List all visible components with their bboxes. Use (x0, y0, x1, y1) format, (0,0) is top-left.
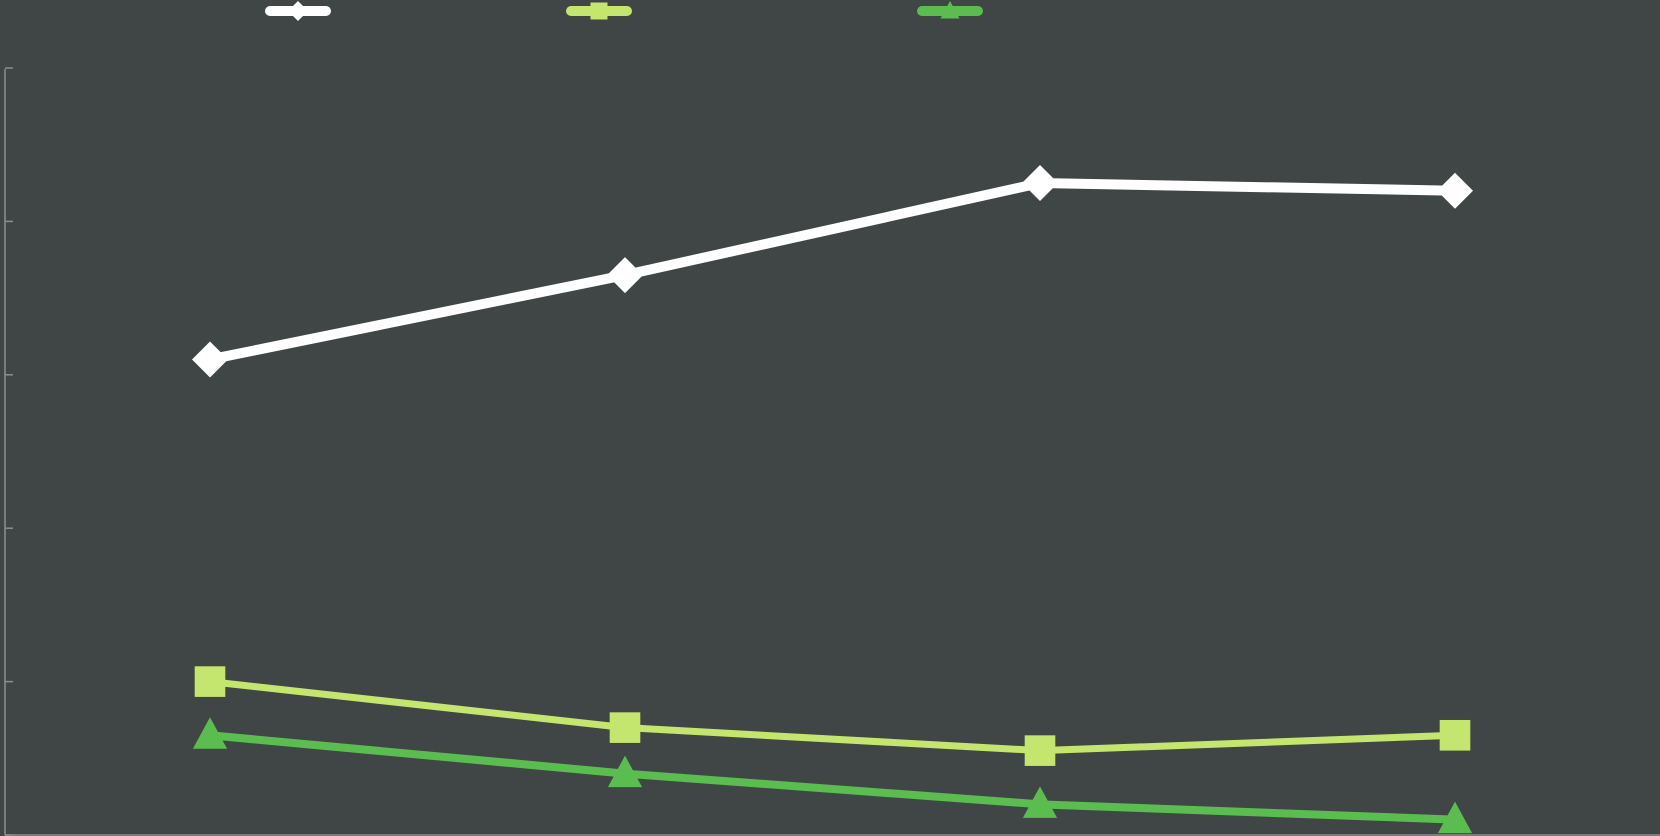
series-2-point-3 (1437, 801, 1473, 834)
series-1-point-0 (194, 666, 226, 697)
series-1-point-1 (609, 712, 641, 743)
series-0-point-3 (1437, 172, 1473, 209)
series-0-point-2 (1022, 165, 1058, 202)
series-0-line (205, 178, 1460, 365)
axes (4, 67, 1660, 836)
legend (265, 1, 983, 21)
series-1 (194, 666, 1471, 766)
series-2-point-0 (192, 717, 228, 749)
series-1-point-3 (1439, 719, 1471, 751)
legend-item-2 (917, 1, 983, 19)
series-0 (192, 165, 1473, 378)
series-1-line (206, 678, 1459, 755)
series-0-point-1 (607, 257, 643, 294)
plot-area (192, 165, 1473, 834)
series-2-line (206, 731, 1459, 824)
legend-marker-1 (590, 2, 608, 20)
series-0-point-0 (192, 341, 228, 378)
legend-item-0 (265, 1, 331, 21)
legend-marker-0 (288, 1, 308, 21)
series-1-point-2 (1024, 735, 1056, 766)
legend-marker-2 (940, 1, 960, 19)
series-2 (192, 717, 1473, 834)
legend-item-1 (566, 2, 632, 20)
series-2-point-2 (1022, 786, 1058, 818)
series-2-point-1 (607, 755, 643, 788)
